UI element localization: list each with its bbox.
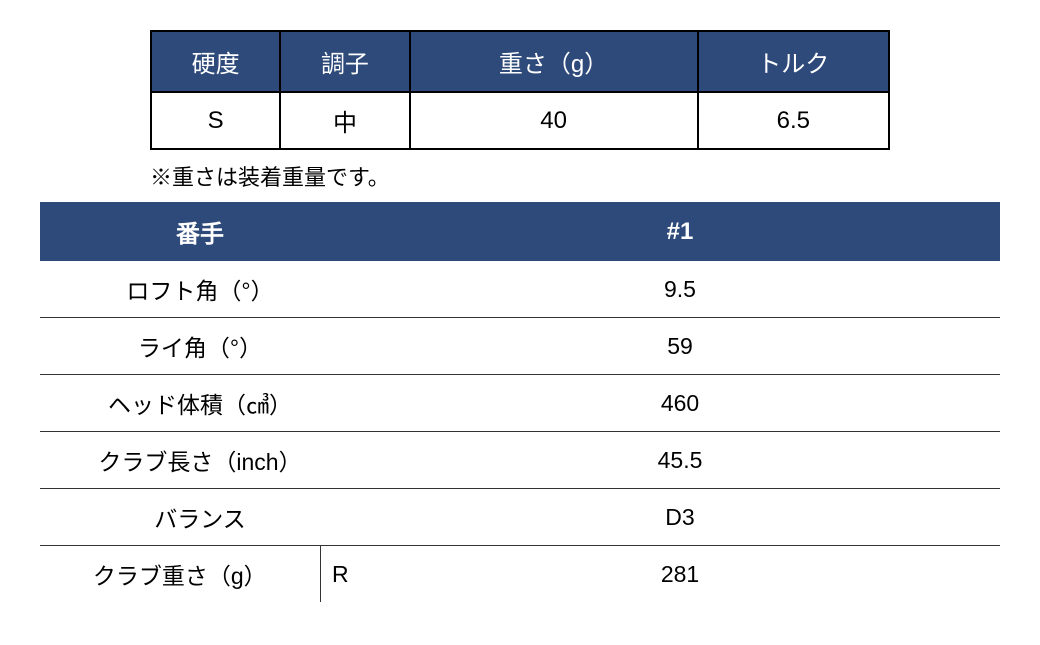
table1-header-weight: 重さ（g）	[410, 31, 698, 92]
table2-header-row: 番手 #1	[40, 202, 1000, 261]
table2-value-lie: 59	[360, 318, 1000, 375]
table2-header-right: #1	[360, 202, 1000, 261]
club-spec-table: 番手 #1 ロフト角（°） 9.5 ライ角（°） 59 ヘッド体積（㎤） 460	[40, 202, 1000, 602]
table2-value-club-weight: 281	[360, 546, 1000, 603]
table1-cell-torque: 6.5	[698, 92, 889, 149]
table1-header-torque: トルク	[698, 31, 889, 92]
table2-row-club-weight: クラブ重さ（g） R 281	[40, 546, 1000, 603]
table2-label-club-weight: クラブ重さ（g）	[40, 546, 320, 603]
table1-header-kick: 調子	[280, 31, 409, 92]
table1-cell-hardness: S	[151, 92, 280, 149]
table2-label-lie: ライ角（°）	[40, 318, 360, 375]
table2-row-loft: ロフト角（°） 9.5	[40, 261, 1000, 318]
weight-note: ※重さは装着重量です。	[150, 160, 1040, 192]
table2-value-length: 45.5	[360, 432, 1000, 489]
table2-wrapper: 番手 #1 ロフト角（°） 9.5 ライ角（°） 59 ヘッド体積（㎤） 460	[40, 202, 1000, 602]
table2-value-head-volume: 460	[360, 375, 1000, 432]
table2-label-balance: バランス	[40, 489, 360, 546]
table1-header-hardness: 硬度	[151, 31, 280, 92]
table1-header-row: 硬度 調子 重さ（g） トルク	[151, 31, 889, 92]
table2-label-loft: ロフト角（°）	[40, 261, 360, 318]
table2-label-head-volume: ヘッド体積（㎤）	[40, 375, 360, 432]
table2-value-balance: D3	[360, 489, 1000, 546]
table2-row-balance: バランス D3	[40, 489, 1000, 546]
table2-label-length: クラブ長さ（inch）	[40, 432, 360, 489]
table2-row-length: クラブ長さ（inch） 45.5	[40, 432, 1000, 489]
table1-cell-kick: 中	[280, 92, 409, 149]
table1-wrapper: 硬度 調子 重さ（g） トルク S 中 40 6.5	[150, 30, 990, 150]
page-container: 硬度 調子 重さ（g） トルク S 中 40 6.5 ※重さは装着重量です。	[0, 30, 1040, 602]
table2-value-loft: 9.5	[360, 261, 1000, 318]
table2-row-lie: ライ角（°） 59	[40, 318, 1000, 375]
shaft-spec-table: 硬度 調子 重さ（g） トルク S 中 40 6.5	[150, 30, 890, 150]
table2-sub-club-weight: R	[320, 546, 360, 603]
table1-data-row: S 中 40 6.5	[151, 92, 889, 149]
table1-cell-weight: 40	[410, 92, 698, 149]
table2-row-head-volume: ヘッド体積（㎤） 460	[40, 375, 1000, 432]
table2-header-left: 番手	[40, 202, 360, 261]
